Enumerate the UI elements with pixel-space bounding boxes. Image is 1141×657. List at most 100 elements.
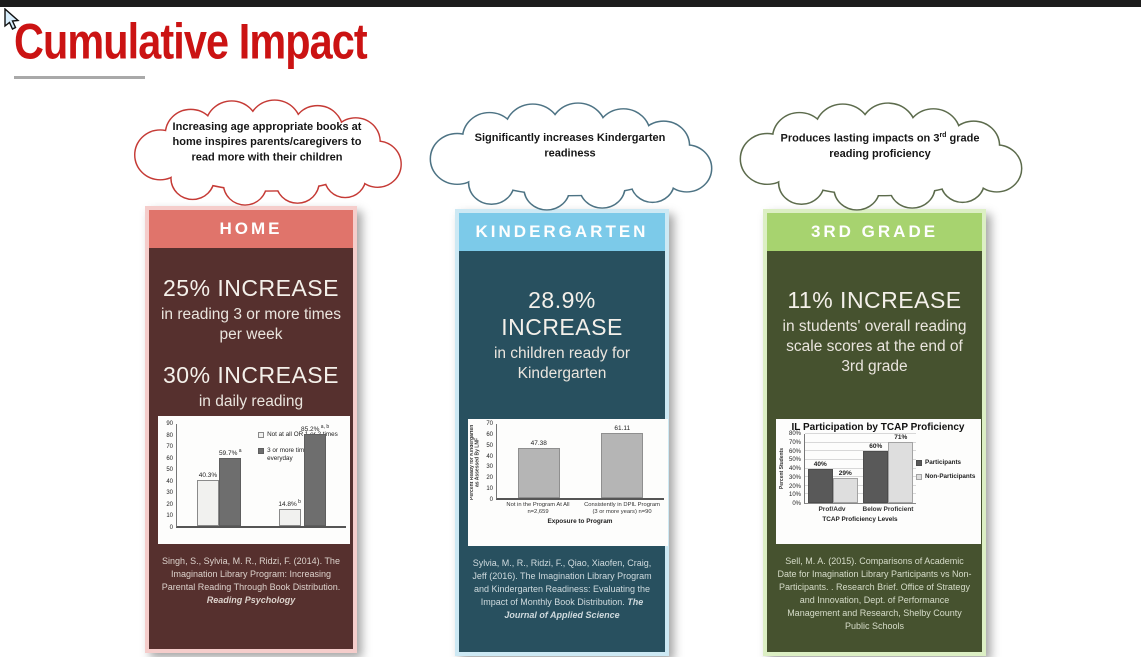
y-axis-tick: 80%: [788, 431, 801, 437]
gridline: [805, 458, 916, 460]
y-axis-tick: 30: [166, 490, 173, 497]
y-axis-tick: 20%: [788, 483, 801, 490]
bar: [888, 442, 914, 503]
y-axis-tick: 40: [166, 478, 173, 485]
bar-value-label: 40%: [813, 460, 827, 468]
gridline: [805, 441, 916, 443]
kindergarten-panel-header: KINDERGARTEN: [459, 213, 665, 251]
cloud-shape: [134, 99, 402, 206]
bar-value-label: 14.8% b: [278, 499, 301, 509]
citation-source: Reading Psychology: [206, 595, 296, 606]
bar-value-label: 85.2% a, b: [300, 424, 330, 434]
thought-bubble-3rd-grade-text: Produces lasting impacts on 3rd grade re…: [780, 132, 980, 161]
y-axis-tick: 60: [486, 431, 493, 438]
third-grade-stats: 11% INCREASE in students' overall readin…: [776, 251, 973, 419]
x-axis-tick-label: Not in the Program At All n=2,659: [506, 502, 570, 515]
home-stats: 25% INCREASE in reading 3 or more times …: [158, 248, 344, 416]
y-axis-tick: 20: [166, 501, 173, 508]
third-grade-panel-body: 11% INCREASE in students' overall readin…: [767, 251, 982, 652]
bar-group: 40% 29%: [805, 434, 861, 503]
y-axis-tick: 60: [166, 455, 173, 462]
stat-value: 25% INCREASE: [162, 275, 339, 301]
citation-text: Sell, M. A. (2015). Comparisons of Acade…: [777, 556, 972, 632]
x-axis-tick-label: Consistently in DPIL Program (3 or more …: [584, 502, 660, 515]
home-reading-frequency-chart: 0 10 20 30 40 50 60 70 80 90 40.3% 59.7% a 14.8% b 85…: [158, 416, 350, 544]
y-axis-tick: 0%: [792, 501, 801, 507]
legend-swatch: [258, 448, 265, 455]
y-axis-tick: 40: [486, 453, 493, 460]
home-panel-body: 25% INCREASE in reading 3 or more times …: [149, 248, 353, 649]
bar-value-label: 40.3%: [198, 472, 218, 480]
kindergarten-panel: KINDERGARTEN 28.9% INCREASE in children …: [455, 209, 669, 656]
x-axis-label: TCAP Proficiency Levels: [822, 515, 898, 523]
bar-value-label: 59.7% a: [218, 448, 242, 458]
bar: [219, 458, 242, 526]
bar-group: 47.38: [497, 424, 581, 498]
y-axis: 0 10 20 30 40 50 60 70 80 90: [160, 421, 176, 531]
y-axis-tick: 70: [166, 444, 173, 451]
plot-area: 47.38 61.11: [496, 424, 664, 500]
y-axis-tick: 0: [489, 497, 493, 503]
bar-group: 40.3% 59.7% a: [177, 424, 262, 526]
page-title: Cumulative Impact: [14, 13, 368, 70]
y-axis-label: Percent Ready for Kindergarten as Assess…: [470, 424, 480, 500]
cloud-shape: [429, 102, 713, 211]
chart-title: IL Participation by TCAP Proficiency: [791, 422, 965, 433]
y-axis-tick: 10: [486, 486, 493, 493]
third-grade-citation: Sell, M. A. (2015). Comparisons of Acade…: [776, 555, 973, 633]
gridline: [805, 433, 916, 434]
bar: [517, 447, 560, 498]
kindergarten-readiness-chart: Percent Ready for Kindergarten as Assess…: [468, 419, 668, 546]
stat-caption: in students' overall reading scale score…: [782, 318, 967, 375]
y-axis: 0% 10% 20% 30% 40% 50% 60% 70% 80%: [788, 431, 804, 507]
thought-bubble-kindergarten: Significantly increases Kindergarten rea…: [419, 100, 721, 214]
bar: [807, 468, 833, 503]
mouse-cursor: [4, 8, 20, 30]
thought-bubble-3rd-grade: Produces lasting impacts on 3rd grade re…: [729, 100, 1031, 214]
legend-swatch: [916, 473, 922, 480]
y-axis-tick: 50: [166, 467, 173, 474]
bar-value-label: 29%: [838, 470, 852, 477]
third-grade-panel: 3RD GRADE 11% INCREASE in students' over…: [763, 209, 986, 656]
x-axis-category-labels: Prof/Adv Below Proficient: [804, 506, 916, 514]
home-panel: HOME 25% INCREASE in reading 3 or more t…: [145, 206, 357, 653]
legend-item: Non-Participants: [916, 473, 978, 480]
y-axis-tick: 10: [166, 513, 173, 520]
legend-swatch: [258, 432, 265, 438]
kindergarten-panel-body: 28.9% INCREASE in children ready for Kin…: [459, 251, 668, 652]
gridline: [805, 467, 916, 469]
x-axis-label: Exposure to Program: [547, 517, 613, 525]
y-axis-tick: 10%: [788, 492, 801, 499]
x-axis-tick-label: Below Proficient: [862, 506, 914, 513]
cloud-shape: [739, 102, 1023, 211]
legend-item: Not at all OR 1 or 2 times: [258, 431, 346, 439]
bar-group: 60% 71%: [861, 434, 917, 503]
stat-caption: in children ready for Kindergarten: [493, 345, 631, 382]
gridline: [805, 450, 916, 452]
kindergarten-citation: Sylvia, M., R., Ridzi, F., Qiao, Xiaofen…: [468, 557, 656, 622]
stat-value: 30% INCREASE: [162, 361, 339, 388]
thought-bubble-kindergarten-text: Significantly increases Kindergarten rea…: [474, 132, 666, 161]
legend-item: Participants: [916, 459, 978, 466]
citation-text: Singh, S., Sylvia, M. R., Ridzi, F. (201…: [161, 556, 341, 593]
bar: [832, 478, 858, 503]
bar: [863, 451, 889, 503]
y-axis-label: Percent Students: [779, 448, 786, 490]
y-axis: 0 10 20 30 40 50 60 70: [480, 421, 496, 503]
third-grade-panel-header: 3RD GRADE: [767, 213, 982, 251]
y-axis-tick: 0: [169, 525, 173, 531]
bar-value-label: 61.11: [614, 425, 631, 433]
kindergarten-stats: 28.9% INCREASE in children ready for Kin…: [468, 251, 656, 419]
bar-value-label: 60%: [869, 443, 883, 451]
citation-source: The Journal of Applied Science: [504, 597, 644, 621]
chart-legend: Participants Non-Participants: [916, 434, 978, 504]
y-axis-tick: 30%: [788, 474, 801, 481]
bar-value-label: 47.38: [530, 439, 547, 447]
y-axis-tick: 20: [486, 475, 493, 482]
stat-value: 11% INCREASE: [787, 287, 962, 313]
bar: [196, 480, 219, 526]
tcap-proficiency-chart: IL Participation by TCAP Proficiency Perc…: [776, 419, 981, 544]
citation-text: Sylvia, M., R., Ridzi, F., Qiao, Xiaofen…: [472, 558, 652, 608]
window-top-border: [0, 0, 1141, 7]
